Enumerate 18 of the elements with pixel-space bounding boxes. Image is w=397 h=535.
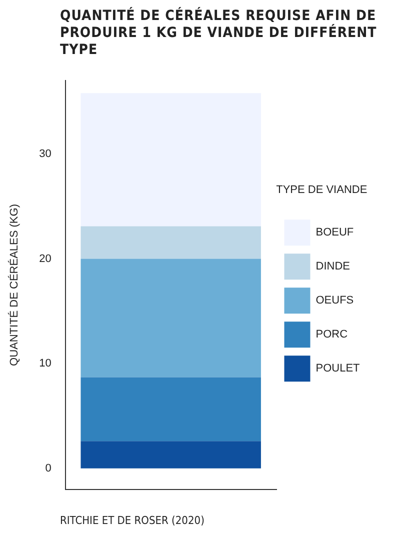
legend-label: DINDE — [316, 260, 350, 273]
y-tick-label: 10 — [39, 358, 52, 370]
bar — [80, 93, 261, 226]
y-tick-label: 20 — [39, 252, 52, 265]
legend-label: POULET — [316, 362, 360, 375]
y-axis-title: QUANTITÉ DE CÉRÉALES (KG) — [8, 204, 21, 366]
text: RITCHIE ET DE ROSER (2020) — [60, 514, 204, 527]
bar — [80, 258, 261, 378]
y-tick-label: 0 — [45, 462, 52, 474]
y-tick-label: 30 — [39, 148, 52, 160]
chart-title: QUANTITÉ DE CÉRÉALES REQUISE AFIN DE PRODUIRE 1 KG DE VIANDE DE DIFFÉRENT TYPE — [60, 8, 378, 59]
legend-label: PORC — [316, 328, 348, 341]
legend-label: BOEUF — [316, 226, 354, 239]
legend-title: TYPE DE VIANDE — [276, 184, 368, 196]
bar — [80, 441, 261, 468]
legend-label: OEUFS — [316, 294, 354, 307]
bar — [80, 226, 261, 259]
bar — [80, 377, 261, 442]
